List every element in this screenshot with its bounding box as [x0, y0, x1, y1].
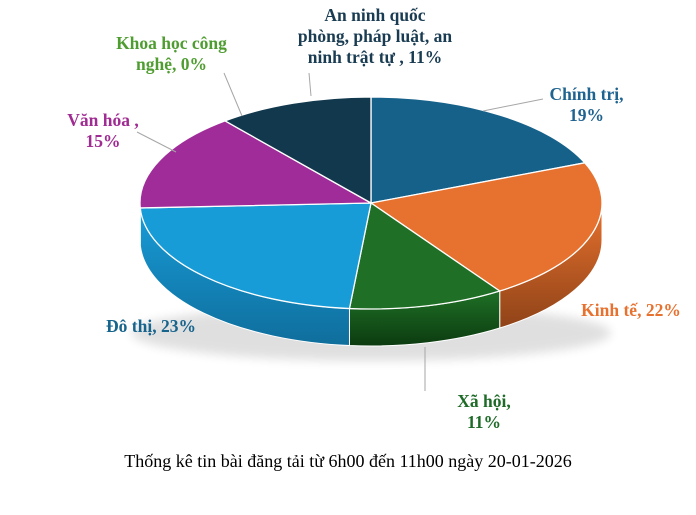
label-line: ninh trật tự , 11% — [307, 47, 443, 67]
label-line: phòng, pháp luật, an — [297, 26, 453, 46]
pie-slice-0 — [370, 96, 586, 204]
label-xa-hoi: Xã hội, 11% — [424, 391, 544, 433]
label-line: nghệ, 0% — [136, 54, 207, 74]
label-kinh-te: Kinh tế, 22% — [566, 300, 696, 321]
label-line: Kinh tế, 22% — [581, 300, 681, 320]
label-chinh-tri: Chính trị, 19% — [519, 84, 654, 126]
pie-slice-2 — [348, 202, 501, 310]
pie-slice-6 — [224, 96, 372, 204]
chart-title: Thống kê tin bài đăng tải từ 6h00 đến 11… — [124, 451, 572, 471]
pie-slice-3 — [139, 202, 372, 310]
leader-line-5 — [223, 72, 243, 117]
label-line: Khoa học công — [116, 33, 227, 53]
label-do-thi: Đô thị, 23% — [78, 316, 224, 337]
pie-slice-1 — [370, 162, 603, 292]
label-an-ninh-quoc-phong: An ninh quốc phòng, pháp luật, an ninh t… — [240, 5, 510, 68]
label-line: 15% — [85, 131, 121, 151]
label-line: Đô thị, 23% — [106, 316, 196, 336]
label-van-hoa: Văn hóa , 15% — [40, 110, 166, 152]
label-line: Văn hóa , — [67, 110, 139, 130]
label-line: 19% — [569, 105, 604, 125]
label-line: Chính trị, — [549, 84, 624, 104]
leader-line-0 — [482, 98, 544, 112]
label-khoa-hoc-cong-nghe: Khoa học công nghệ, 0% — [84, 33, 259, 75]
pie-slice-4 — [139, 120, 372, 209]
label-line: Xã hội, — [457, 391, 511, 411]
leader-line-6 — [308, 72, 312, 97]
label-line: An ninh quốc — [324, 5, 426, 25]
label-line: 11% — [466, 412, 502, 432]
leader-line-4 — [136, 131, 177, 153]
